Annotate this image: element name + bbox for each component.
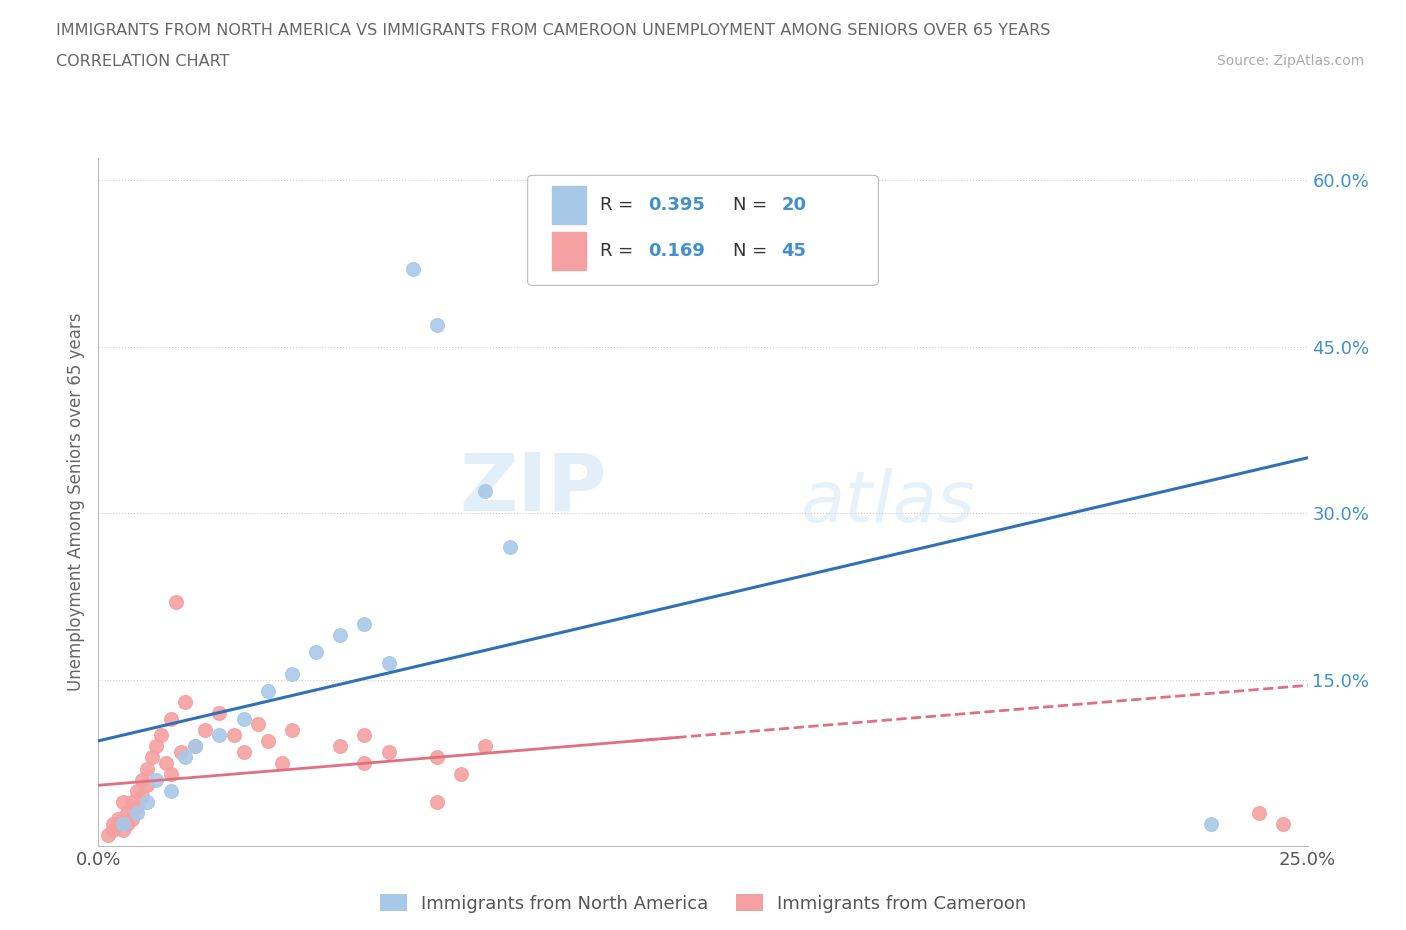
Point <box>305 644 328 659</box>
Point <box>271 755 294 770</box>
Point <box>498 539 520 554</box>
Point <box>145 772 167 787</box>
Text: N =: N = <box>734 196 768 214</box>
Point <box>184 739 207 754</box>
Point <box>107 817 129 831</box>
Point <box>127 805 149 820</box>
Point <box>450 766 472 781</box>
Point <box>111 817 134 831</box>
Text: 0.395: 0.395 <box>648 196 706 214</box>
Y-axis label: Unemployment Among Seniors over 65 years: Unemployment Among Seniors over 65 years <box>67 313 86 691</box>
Point <box>135 761 157 776</box>
Point <box>169 745 191 760</box>
Point <box>426 751 449 765</box>
Text: CORRELATION CHART: CORRELATION CHART <box>56 54 229 69</box>
Point <box>208 728 231 743</box>
Bar <box>553 186 586 224</box>
Point <box>222 728 245 743</box>
Point <box>160 783 183 798</box>
Point <box>247 717 270 732</box>
Point <box>127 800 149 815</box>
Point <box>121 811 143 826</box>
Point <box>141 751 163 765</box>
Point <box>353 755 375 770</box>
Text: R =: R = <box>600 242 634 260</box>
Point <box>256 684 278 698</box>
Point <box>160 766 183 781</box>
Point <box>111 794 134 809</box>
Text: 20: 20 <box>782 196 807 214</box>
Point <box>232 745 254 760</box>
Point <box>474 484 496 498</box>
Point <box>117 817 139 831</box>
Point <box>97 828 120 843</box>
Point <box>402 261 425 276</box>
Point <box>329 739 352 754</box>
Point <box>377 745 399 760</box>
Point <box>174 751 197 765</box>
Text: atlas: atlas <box>800 468 974 537</box>
Point <box>353 617 375 631</box>
Text: R =: R = <box>600 196 634 214</box>
Point <box>232 711 254 726</box>
Point <box>1249 805 1271 820</box>
Point <box>165 594 187 609</box>
Point <box>1272 817 1295 831</box>
Point <box>127 783 149 798</box>
Point <box>1199 817 1222 831</box>
Point <box>150 728 173 743</box>
Point <box>281 723 304 737</box>
Bar <box>553 232 586 270</box>
Point <box>101 817 124 831</box>
Point <box>208 706 231 721</box>
Point <box>377 656 399 671</box>
Point <box>160 711 183 726</box>
Point <box>131 772 153 787</box>
Point <box>145 739 167 754</box>
Text: IMMIGRANTS FROM NORTH AMERICA VS IMMIGRANTS FROM CAMEROON UNEMPLOYMENT AMONG SEN: IMMIGRANTS FROM NORTH AMERICA VS IMMIGRA… <box>56 23 1050 38</box>
Point <box>329 628 352 643</box>
Text: Source: ZipAtlas.com: Source: ZipAtlas.com <box>1216 54 1364 68</box>
FancyBboxPatch shape <box>527 176 879 286</box>
Point <box>107 811 129 826</box>
Point <box>426 794 449 809</box>
Point <box>111 822 134 837</box>
Point <box>184 739 207 754</box>
Point <box>281 667 304 682</box>
Point <box>353 728 375 743</box>
Point <box>121 794 143 809</box>
Point <box>101 822 124 837</box>
Text: 45: 45 <box>782 242 807 260</box>
Point <box>131 789 153 804</box>
Point <box>474 739 496 754</box>
Legend: Immigrants from North America, Immigrants from Cameroon: Immigrants from North America, Immigrant… <box>373 887 1033 920</box>
Point <box>155 755 177 770</box>
Point <box>194 723 217 737</box>
Point <box>174 695 197 710</box>
Point <box>135 777 157 792</box>
Text: N =: N = <box>734 242 768 260</box>
Text: ZIP: ZIP <box>458 449 606 527</box>
Point <box>426 317 449 332</box>
Text: 0.169: 0.169 <box>648 242 706 260</box>
Point <box>256 734 278 749</box>
Point <box>117 805 139 820</box>
Point <box>135 794 157 809</box>
